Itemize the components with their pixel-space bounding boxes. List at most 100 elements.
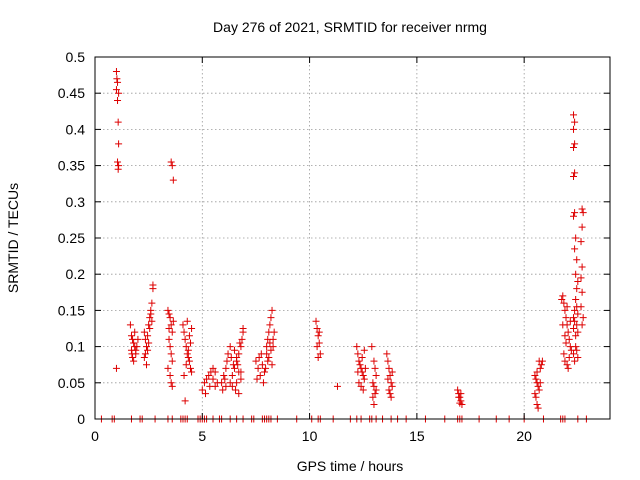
data-point [267,346,275,354]
data-point [264,357,272,365]
data-point [169,317,177,325]
data-point [563,303,571,311]
data-point [268,361,276,369]
data-point [571,317,579,325]
data-point [115,140,123,148]
data-point [455,393,463,401]
data-point [114,78,122,86]
data-point [383,350,391,358]
data-point [315,328,323,336]
data-point [384,357,392,365]
data-point [205,372,213,380]
data-point [198,386,206,394]
data-point [269,343,277,351]
data-point [572,332,580,340]
data-point [140,353,148,361]
data-point [574,353,582,361]
data-point [354,368,362,376]
data-point [263,343,271,351]
y-tick-label: 0 [77,411,85,427]
data-point [148,299,156,307]
data-point [184,353,192,361]
data-point [559,292,567,300]
y-tick-label: 0.3 [66,194,86,210]
data-point [560,350,568,358]
data-point [235,350,243,358]
data-point [188,325,196,332]
data-point [185,357,193,365]
data-point [128,350,136,358]
data-point [114,165,122,173]
data-point [531,390,539,398]
data-point [130,357,138,365]
data-point [571,209,579,217]
data-point [143,343,150,351]
data-point [127,332,135,340]
data-point [355,379,363,387]
data-point [369,393,377,401]
data-point [312,317,320,325]
data-point [114,96,122,104]
data-point [456,399,464,407]
data-point [560,299,568,307]
data-point [261,368,269,376]
data-point [532,375,540,383]
data-point [387,393,395,401]
data-point [230,346,238,354]
data-point [359,386,367,394]
data-point [386,372,394,380]
data-point [228,372,236,380]
x-tick-label: 5 [198,428,206,444]
grid [95,57,610,419]
data-point [263,350,271,358]
data-point [536,379,544,387]
data-point [368,343,376,351]
data-point [578,263,586,271]
data-point [570,212,578,220]
data-point [132,346,140,354]
data-point [531,372,539,380]
data-point [577,303,585,311]
data-point [571,245,579,253]
data-point [262,364,270,372]
y-tick-label: 0.4 [66,121,86,137]
data-point [562,339,570,347]
data-point [370,357,378,365]
data-point [565,353,573,361]
y-tick-label: 0.25 [58,230,85,246]
y-tick-label: 0.05 [58,375,85,391]
data-point [388,382,396,390]
data-point [211,368,219,376]
data-point [235,390,243,398]
data-point [227,353,235,361]
data-point [181,335,189,343]
data-point [574,310,582,318]
data-point [254,364,262,372]
data-point [570,144,578,151]
data-point [359,372,367,380]
data-point [226,379,234,387]
data-point [222,382,230,390]
data-point [259,379,267,387]
data-point [228,382,236,390]
data-point [578,223,586,231]
data-point [353,343,361,351]
data-point [572,343,580,351]
data-point [561,306,569,314]
data-point [571,357,579,365]
data-point [537,361,545,369]
data-point [149,281,157,289]
data-point [253,375,261,383]
data-point [239,325,247,332]
data-point [165,335,173,343]
data-point [164,306,172,314]
data-point [144,346,152,354]
data-point [570,172,578,180]
data-point [388,368,396,376]
data-point [237,368,245,376]
y-tick-label: 0.45 [58,85,85,101]
data-point [209,364,217,372]
x-tick-label: 0 [91,428,99,444]
